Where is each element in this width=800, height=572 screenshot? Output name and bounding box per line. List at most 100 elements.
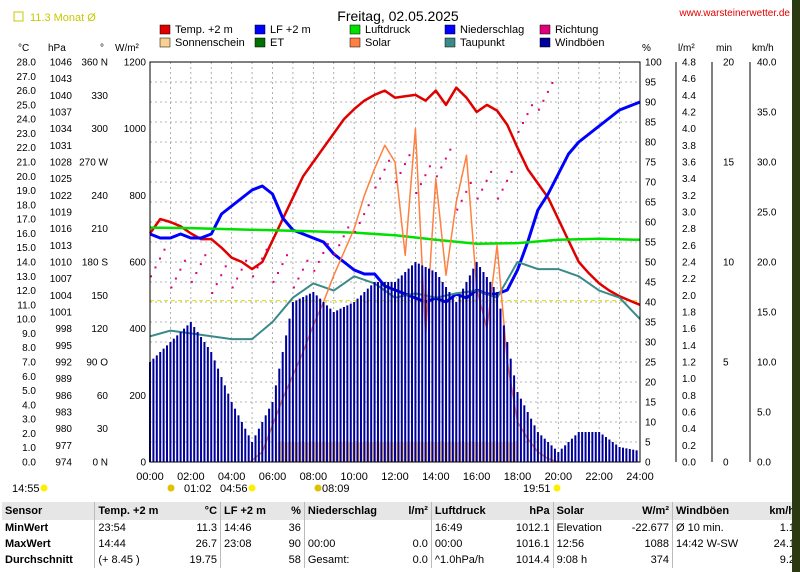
axis-tick-label: 4.6 [682,74,696,85]
wind-direction-point [256,266,259,269]
wind-direction-point [537,108,540,111]
stats-cell: 24.1 [773,538,795,550]
axis-tick-label: 983 [55,408,72,419]
axis-tick-label: 980 [55,424,72,435]
wind-direction-point [449,148,452,151]
axis-tick-label: 4.0 [22,400,36,411]
legend-label: Niederschlag [460,24,524,36]
axis-tick-label: 25.0 [17,100,37,111]
sunshine-bar [451,442,457,462]
axis-tick-label: 3.4 [682,174,696,185]
axis-tick-label: 8.0 [22,343,36,354]
axis-tick-label: 5.0 [757,408,771,419]
wind-direction-point [154,266,157,269]
wind-direction-point [276,272,279,274]
stats-cell: 374 [650,554,669,566]
axis-tick-label: 90 [645,98,657,109]
axis-tick-label: 75 [645,158,657,169]
sunshine-bar [491,442,498,462]
axis-tick-label: 20 [645,378,657,389]
axis-tick-label: 35 [645,318,657,329]
axis-tick-label: 1000 [124,124,147,135]
stats-h-sensor: Sensor [2,502,95,520]
wind-direction-point [403,163,406,166]
axis-tick-label: 1.6 [682,324,696,335]
axis-tick-label: 1025 [50,174,73,185]
legend-swatch [254,37,266,48]
stats-cell: 9.2 [779,554,795,566]
stats-h-press-unit: hPa [502,502,554,520]
axis-tick-label: 3.8 [682,141,696,152]
sunshine-bar [471,442,478,462]
legend-swatch [349,24,361,35]
wind-direction-point [419,183,422,186]
axis-tick-label: 240 [91,191,108,202]
axis-tick-label: 330 [91,91,108,102]
axis-tick-label: 27.0 [17,72,37,83]
axis-tick-label: 15.0 [17,243,37,254]
stats-label: MinWert [5,522,49,534]
axis-tick-label: 25.0 [757,208,777,219]
axis-unit: km/h [752,43,774,54]
wind-direction-point [306,259,309,262]
axis-tick-label: 0.0 [22,458,36,469]
stats-h-temp: Temp. +2 m [94,502,178,520]
stats-cell: 1014.4 [515,554,550,566]
wind-direction-point [379,177,382,180]
axis-tick-label: 30.0 [757,158,777,169]
axis-units: °C hPa ° W/m²% l/m² min km/h [18,43,774,54]
axis-tick-label: 0.2 [682,441,696,452]
stats-cell: Ø 10 min. [672,520,759,536]
axis-tick-label: 3.0 [22,415,36,426]
wind-direction-point [342,235,345,238]
wind-direction-point [542,99,545,102]
stats-cell: 11.3 [196,522,218,534]
axis-tick-label: 3.6 [682,158,696,169]
wind-direction-point [313,269,316,272]
axis-tick-label: 7.0 [22,358,36,369]
axis-tick-label: 2.8 [682,224,696,235]
legend-swatch [539,24,551,35]
stats-h-solar: Solar [552,502,618,520]
stats-h-temp-unit: °C [178,502,221,520]
series-line [148,86,641,307]
axis-tick-label: 10.0 [17,315,37,326]
wind-direction-point [546,90,549,93]
wind-direction-point [285,254,288,257]
wind-direction-point [415,192,418,194]
stats-cell [303,520,399,536]
sunshine-bar [359,442,365,462]
wind-direction-point [174,277,177,280]
x-tick-label: 06:00 [259,471,287,483]
axis-unit: °C [18,43,29,54]
stats-cell: Elevation [552,520,618,536]
wind-direction-point [510,170,513,173]
wind-direction-point [506,179,509,182]
axis-tick-label: 1016 [50,224,73,235]
axis-tick-label: 4.4 [682,91,696,102]
axis-tick-label: 10 [723,258,735,269]
axis-tick-label: 11.0 [17,300,36,311]
axis-tick-label: 1.4 [682,341,696,352]
stats-cell: 36 [288,522,301,534]
wind-direction-point [333,253,336,256]
axis-tick-label: 35.0 [757,108,777,119]
legend-swatch [444,24,456,35]
legend-label: ET [270,37,284,49]
wind-direction-point [215,283,218,286]
site-link[interactable]: www.warsteinerwetter.de [678,8,790,19]
axis-unit: l/m² [678,43,695,54]
stats-cell: 16:49 [430,520,503,536]
wind-direction-point [170,286,173,289]
legend-label: Luftdruck [365,24,411,36]
axis-tick-label: 21.0 [17,158,37,169]
chart-series [148,82,641,463]
stats-cell: 1088 [644,538,669,550]
sunshine-bar [287,442,294,462]
wind-direction-point [338,244,341,247]
moon-icon [314,484,322,492]
axis-tick-label: 1.2 [682,358,696,369]
axis-tick-label: 40 [645,298,657,309]
wind-direction-point [530,104,533,107]
stats-h-rain: Niederschlag [303,502,399,520]
